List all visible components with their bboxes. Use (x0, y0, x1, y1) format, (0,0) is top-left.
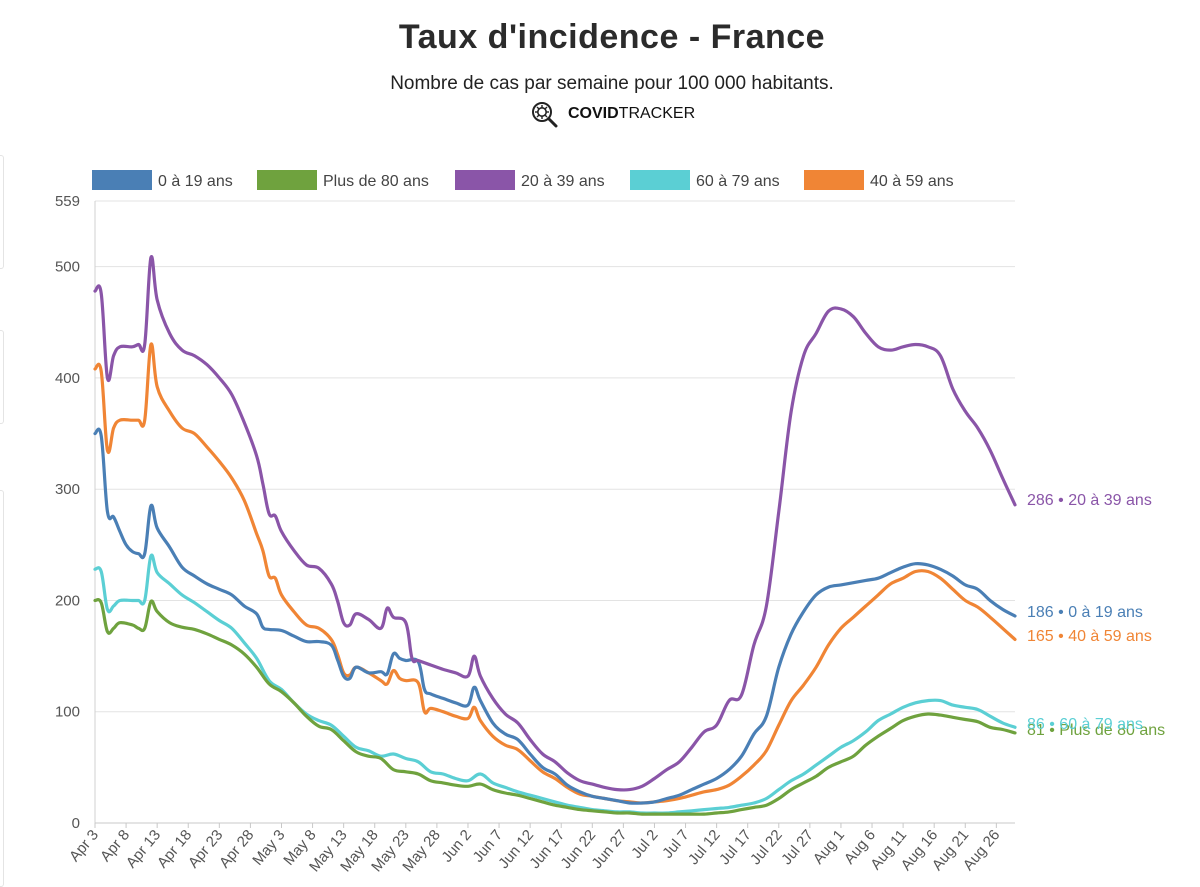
legend-swatch (804, 170, 864, 190)
x-tick-label: Jul 12 (685, 827, 724, 869)
legend-label: Plus de 80 ans (323, 173, 429, 190)
legend-item: 60 à 79 ans (630, 170, 780, 190)
y-tick-label: 100 (55, 704, 80, 721)
x-tick-label: Jul 27 (778, 827, 817, 869)
brand-logo: COVIDTRACKER (530, 100, 695, 128)
series-end-label: 286 • 20 à 39 ans (1027, 492, 1152, 509)
covid-search-icon (532, 102, 558, 128)
x-tick-label: Jun 2 (438, 827, 475, 866)
legend-swatch (455, 170, 515, 190)
chart-title: Taux d'incidence - France (398, 18, 826, 56)
x-tick-label: Jul 17 (716, 827, 755, 869)
series-line-3 (93, 553, 1017, 815)
legend-swatch (630, 170, 690, 190)
series-end-label: 81 • Plus de 80 ans (1027, 722, 1165, 739)
x-tick-label: Jun 27 (588, 827, 630, 872)
legend-item: 40 à 59 ans (804, 170, 954, 190)
y-tick-label: 300 (55, 481, 80, 498)
page-edge-decoration (0, 155, 4, 269)
legend-item: 20 à 39 ans (455, 170, 605, 190)
legend-item: 0 à 19 ans (92, 170, 233, 190)
legend-swatch (257, 170, 317, 190)
brand-name: COVIDTRACKER (568, 105, 696, 122)
x-tick-label: Jul 22 (747, 827, 786, 869)
series-line-0 (93, 427, 1017, 805)
y-tick-label: 559 (55, 193, 80, 210)
series-end-label: 186 • 0 à 19 ans (1027, 604, 1143, 621)
legend-item: Plus de 80 ans (257, 170, 429, 190)
series-end-label: 165 • 40 à 59 ans (1027, 628, 1152, 645)
x-tick-label: Apr 28 (216, 827, 257, 872)
series-line-1 (93, 598, 1017, 816)
series-line-4 (93, 342, 1017, 805)
series-line-2 (93, 255, 1017, 792)
legend-label: 0 à 19 ans (158, 173, 233, 190)
legend-label: 40 à 59 ans (870, 173, 954, 190)
chart-subtitle: Nombre de cas par semaine pour 100 000 h… (390, 73, 834, 94)
page-edge-decoration (0, 330, 4, 424)
y-tick-label: 400 (55, 370, 80, 387)
x-tick-label: Jul 2 (628, 827, 661, 862)
legend-swatch (92, 170, 152, 190)
y-tick-label: 200 (55, 592, 80, 609)
y-tick-label: 500 (55, 259, 80, 276)
series-end-label: 86 • 60 à 79 ans (1027, 716, 1143, 733)
x-tick-label: Apr 3 (66, 827, 102, 865)
x-tick-label: May 3 (249, 827, 288, 869)
legend-label: 60 à 79 ans (696, 173, 780, 190)
y-tick-label: 0 (72, 815, 80, 832)
legend-label: 20 à 39 ans (521, 173, 605, 190)
x-tick-label: Aug 1 (810, 827, 848, 868)
